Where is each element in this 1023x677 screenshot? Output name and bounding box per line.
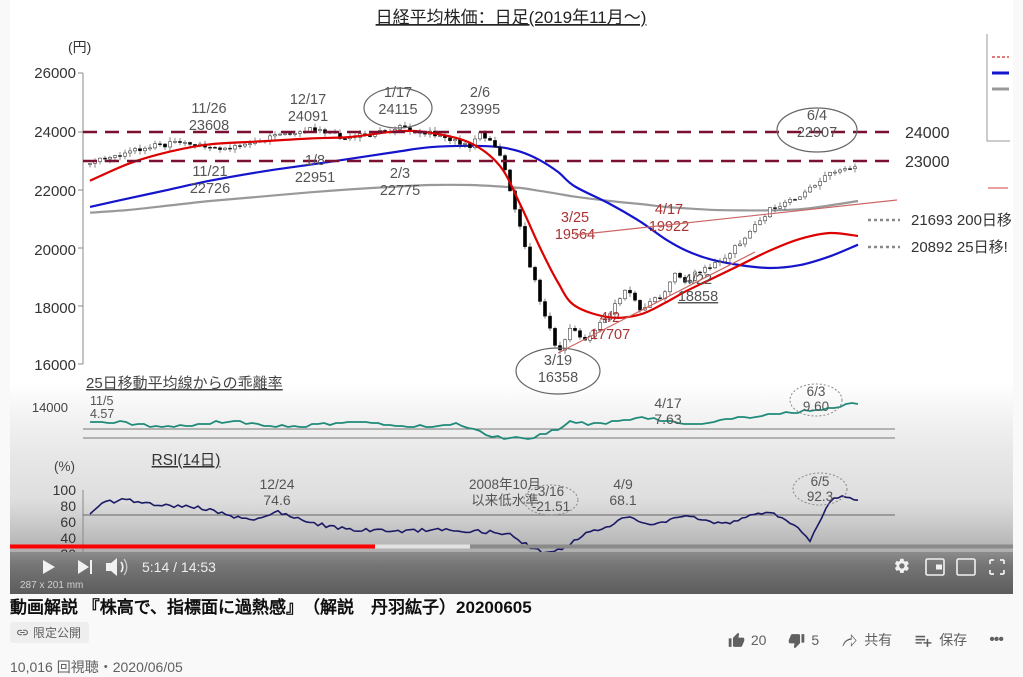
svg-text:日経平均株価：日足(2019年11月〜): 日経平均株価：日足(2019年11月〜) <box>376 8 647 27</box>
svg-text:22726: 22726 <box>190 181 230 197</box>
svg-text:14000: 14000 <box>32 400 68 415</box>
svg-text:3/25: 3/25 <box>561 210 589 226</box>
svg-text:5:14 / 14:53: 5:14 / 14:53 <box>142 559 216 575</box>
svg-text:18858: 18858 <box>678 289 718 305</box>
svg-text:4/9: 4/9 <box>613 476 633 492</box>
svg-text:11/21: 11/21 <box>192 164 227 180</box>
svg-text:11/26: 11/26 <box>191 101 226 117</box>
svg-text:9.60: 9.60 <box>803 399 829 414</box>
svg-text:20000: 20000 <box>34 242 76 259</box>
svg-text:24115: 24115 <box>378 102 417 118</box>
svg-text:4/17: 4/17 <box>655 202 683 218</box>
svg-text:1/8: 1/8 <box>305 153 325 169</box>
svg-text:3/19: 3/19 <box>544 353 572 369</box>
svg-text:24000: 24000 <box>905 125 950 142</box>
svg-text:RSI(14日): RSI(14日) <box>152 452 221 469</box>
svg-text:6/4: 6/4 <box>807 108 827 124</box>
svg-text:2008年10月: 2008年10月 <box>469 477 541 492</box>
svg-text:24000: 24000 <box>34 124 76 141</box>
svg-text:6/3: 6/3 <box>807 384 826 399</box>
svg-text:-21.51: -21.51 <box>532 499 570 514</box>
svg-text:4/22: 4/22 <box>684 272 712 288</box>
svg-text:(円): (円) <box>68 39 91 55</box>
svg-text:23995: 23995 <box>460 102 500 118</box>
svg-text:4/2: 4/2 <box>600 310 620 326</box>
svg-text:16000: 16000 <box>34 357 76 374</box>
svg-text:74.6: 74.6 <box>263 492 290 508</box>
svg-text:以来低水準: 以来低水準 <box>471 493 539 508</box>
svg-text:60: 60 <box>60 514 76 530</box>
svg-text:23000: 23000 <box>905 154 950 171</box>
svg-text:92.3: 92.3 <box>807 489 833 504</box>
svg-text:12/24: 12/24 <box>259 476 294 492</box>
svg-text:25日移動平均線からの乖離率: 25日移動平均線からの乖離率 <box>86 374 283 392</box>
svg-text:80: 80 <box>60 498 76 514</box>
svg-text:68.1: 68.1 <box>609 492 636 508</box>
svg-text:(%): (%) <box>54 459 75 474</box>
svg-text:12/17: 12/17 <box>290 92 326 108</box>
svg-text:4/17: 4/17 <box>654 395 681 411</box>
svg-text:11/5: 11/5 <box>90 394 113 408</box>
svg-text:19922: 19922 <box>649 219 689 235</box>
svg-text:26000: 26000 <box>34 65 76 82</box>
svg-text:22000: 22000 <box>34 183 76 200</box>
svg-text:20892 25日移!: 20892 25日移! <box>911 239 1008 256</box>
svg-text:3/16: 3/16 <box>538 484 564 499</box>
svg-text:23608: 23608 <box>189 118 229 134</box>
svg-text:18000: 18000 <box>34 300 76 317</box>
svg-text:7.63: 7.63 <box>654 411 681 427</box>
svg-text:21693 200日移: 21693 200日移 <box>911 212 1012 229</box>
svg-text:22907: 22907 <box>797 125 837 141</box>
svg-text:4.57: 4.57 <box>90 407 114 421</box>
svg-text:40: 40 <box>60 530 76 546</box>
svg-text:287 x 201 mm: 287 x 201 mm <box>20 580 83 591</box>
svg-text:22775: 22775 <box>380 183 420 199</box>
svg-text:24091: 24091 <box>288 109 328 125</box>
svg-text:100: 100 <box>53 482 77 498</box>
svg-text:2/3: 2/3 <box>390 166 410 182</box>
svg-text:6/5: 6/5 <box>811 474 830 489</box>
svg-text:17707: 17707 <box>590 327 630 343</box>
svg-text:22951: 22951 <box>295 170 335 186</box>
svg-text:2/6: 2/6 <box>470 85 490 101</box>
